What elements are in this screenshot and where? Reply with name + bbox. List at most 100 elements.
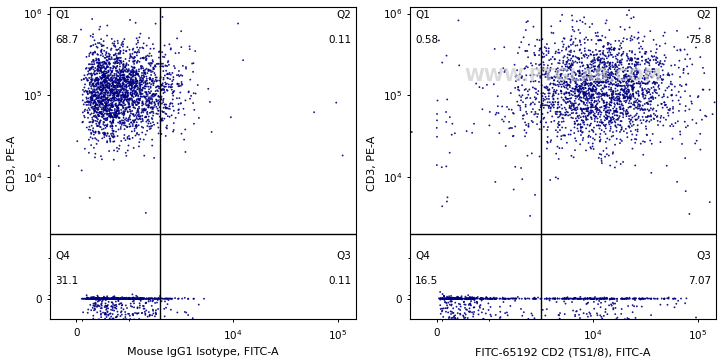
Point [624,64,636,70]
Point [602,76,613,82]
Point [450,296,461,301]
Point [168,77,179,83]
Point [93,78,104,83]
Point [591,91,603,97]
Point [620,74,631,80]
Point [550,321,562,327]
Point [598,122,609,128]
Point [119,120,130,126]
Point [107,134,119,140]
Point [500,143,511,149]
Point [124,55,135,61]
Point [635,297,646,302]
Point [527,321,539,327]
Point [123,96,134,102]
Point [604,63,615,68]
Point [145,298,156,304]
Point [637,90,649,95]
Point [138,55,150,60]
Point [568,308,579,313]
Point [450,315,461,321]
Point [165,46,176,51]
Point [627,87,638,92]
Point [665,81,677,87]
Point [115,321,127,327]
Point [93,316,105,322]
Point [448,305,459,311]
Point [132,72,143,78]
Point [105,139,116,145]
Point [105,123,116,129]
Point [126,83,137,88]
Point [124,316,136,322]
Point [560,99,571,105]
Point [89,103,100,109]
Point [598,98,609,104]
Point [603,46,615,51]
Point [497,299,509,305]
Point [116,68,128,74]
Point [468,311,479,317]
Point [594,99,605,104]
Point [605,41,617,47]
Point [589,83,600,88]
Point [130,69,142,75]
Point [122,74,134,80]
Point [101,304,113,309]
Point [622,54,633,60]
Point [118,99,129,104]
Point [121,296,133,302]
Point [579,102,591,108]
Point [675,74,686,80]
Point [586,87,597,92]
Point [127,99,138,104]
Point [568,69,580,75]
Point [160,104,171,110]
Point [455,296,467,301]
Point [461,321,473,327]
Point [144,312,155,318]
Point [130,102,142,108]
Point [576,83,587,89]
Point [478,296,489,302]
Point [96,87,108,93]
Point [552,99,564,105]
Point [579,66,591,72]
Point [137,102,149,107]
Point [89,108,100,114]
Point [159,313,171,319]
Point [101,296,113,301]
Point [535,119,547,125]
Point [111,87,123,92]
Point [124,81,136,87]
Point [440,296,451,302]
Point [595,296,607,301]
Point [103,98,114,103]
Point [606,44,617,50]
Point [181,310,192,316]
Point [445,311,457,317]
Point [609,112,620,118]
Point [181,321,192,327]
Point [556,119,568,125]
Point [635,84,646,90]
Point [132,58,144,64]
Point [90,118,101,124]
Point [623,74,635,79]
Point [609,71,621,77]
Point [517,116,529,122]
Point [692,94,703,100]
Point [128,321,140,327]
Point [77,92,88,98]
Point [87,129,99,135]
Point [553,47,565,53]
Point [140,317,152,323]
Point [103,113,115,119]
Point [623,61,635,67]
Point [155,128,166,134]
Point [584,75,596,81]
Point [118,316,129,322]
Point [591,33,602,39]
Point [438,321,450,327]
Point [98,107,109,113]
